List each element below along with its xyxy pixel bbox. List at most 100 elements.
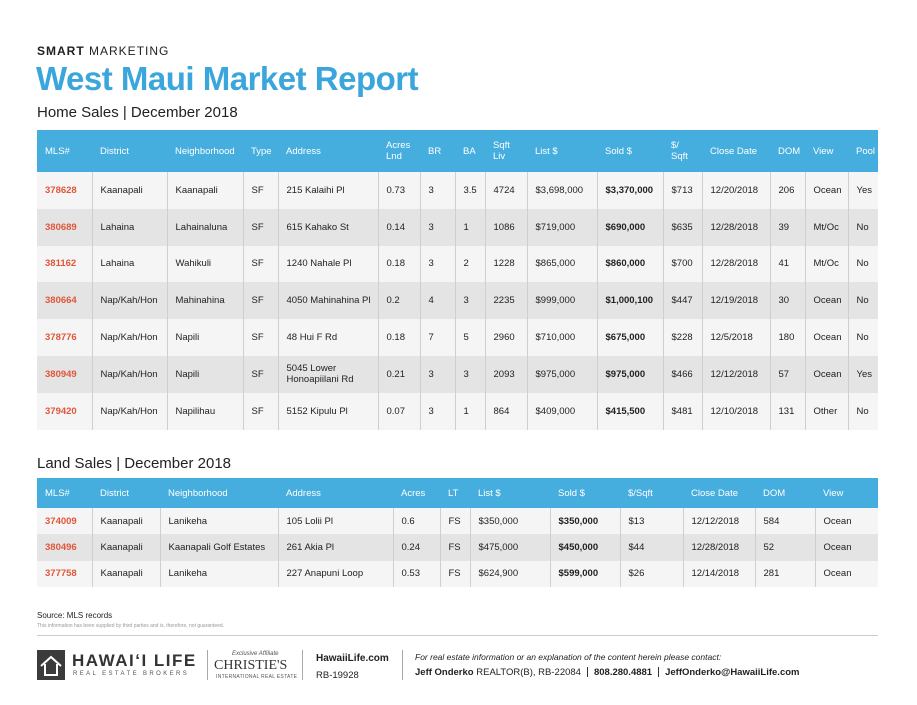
row: 378628 Kaanapali Kaanapali SF 215 Kalaihi Pl… xyxy=(37,172,878,209)
cell: 180 xyxy=(769,319,805,356)
brand-sub: REAL ESTATE BROKERS xyxy=(73,671,190,677)
cell: 12/10/2018 xyxy=(701,392,770,430)
cell: 3 xyxy=(419,208,455,246)
cell: 4 xyxy=(419,282,455,320)
cell: 41 xyxy=(769,245,805,283)
email: JeffOnderko@HawaiiLife.com xyxy=(665,667,800,678)
cell: 864 xyxy=(484,392,527,430)
cell: 12/28/2018 xyxy=(701,208,770,246)
row: 378776 Nap/Kah/Hon Napili SF 48 Hui F Rd 0.18… xyxy=(37,319,878,356)
cell: $1,000,100 xyxy=(596,282,663,320)
cell: 379420 xyxy=(37,392,92,430)
column-header: DOM xyxy=(755,478,815,508)
cell: $719,000 xyxy=(526,208,597,246)
cell: 1 xyxy=(454,392,485,430)
column-header: Address xyxy=(278,130,378,172)
cell: 30 xyxy=(769,282,805,320)
cell: 39 xyxy=(769,208,805,246)
cell: SF xyxy=(242,172,278,209)
cell: 3 xyxy=(454,282,485,320)
column-header: Type xyxy=(243,130,278,172)
cell: Ocean xyxy=(814,508,878,535)
cell: SF xyxy=(242,355,278,393)
cell: 12/12/2018 xyxy=(701,355,770,393)
cell: $713 xyxy=(662,172,702,209)
header-row: MLS# District Neighborhood Address Acres LT Li… xyxy=(37,478,878,508)
cell: SF xyxy=(242,392,278,430)
cell: 4050 Mahinahina Pl xyxy=(277,282,378,320)
cell: 3 xyxy=(454,355,485,393)
cell: Ocean xyxy=(814,560,878,587)
row: 380949 Nap/Kah/Hon Napili SF 5045 Lower Hono… xyxy=(37,355,878,393)
column-header: Close Date xyxy=(683,478,755,508)
column-header: Address xyxy=(278,478,393,508)
cell: $975,000 xyxy=(596,355,663,393)
cell: $44 xyxy=(619,534,683,561)
logo-icon xyxy=(37,650,65,680)
cell: $700 xyxy=(662,245,702,283)
row: 379420 Nap/Kah/Hon Napilihau SF 5152 Kipulu … xyxy=(37,392,878,430)
column-header: BR xyxy=(420,130,455,172)
cell: $599,000 xyxy=(549,560,620,587)
land-table: MLS# District Neighborhood Address Acres LT Li… xyxy=(37,478,878,587)
disclaimer: This information has been supplied by th… xyxy=(37,623,225,629)
cell: 380689 xyxy=(37,208,92,246)
cell: $228 xyxy=(662,319,702,356)
column-header: View xyxy=(815,478,878,508)
christies: CHRISTIE'S xyxy=(214,658,288,673)
cell: 0.18 xyxy=(377,245,420,283)
row: 381162 Lahaina Wahikuli SF 1240 Nahale Pl 0.1… xyxy=(37,245,878,283)
cell: 1240 Nahale Pl xyxy=(277,245,378,283)
cell: 0.6 xyxy=(392,508,440,535)
column-header: Close Date xyxy=(702,130,770,172)
cell: SF xyxy=(242,245,278,283)
cell: Nap/Kah/Hon xyxy=(91,282,167,320)
cell: 1228 xyxy=(484,245,527,283)
kicker-text: MARKETING xyxy=(89,44,170,58)
column-header: District xyxy=(92,130,167,172)
cell: 2 xyxy=(454,245,485,283)
sep xyxy=(586,667,588,678)
cell: Ocean xyxy=(814,534,878,561)
cell: 131 xyxy=(769,392,805,430)
cell: Lahaina xyxy=(91,245,167,283)
row: 380689 Lahaina Lahainaluna SF 615 Kahako St 0… xyxy=(37,208,878,246)
cell: $865,000 xyxy=(526,245,597,283)
sep xyxy=(658,667,660,678)
home-heading: Home Sales | December 2018 xyxy=(37,104,238,121)
column-header: Sold $ xyxy=(550,478,620,508)
column-header: Sold $ xyxy=(597,130,663,172)
column-header: Acres xyxy=(393,478,440,508)
cell: 615 Kahako St xyxy=(277,208,378,246)
cell: $475,000 xyxy=(469,534,550,561)
cell: 12/14/2018 xyxy=(682,560,755,587)
cell: Napilihau xyxy=(166,392,243,430)
cell: 5152 Kipulu Pl xyxy=(277,392,378,430)
phone: 808.280.4881 xyxy=(593,667,653,678)
cell: No xyxy=(847,319,878,356)
cell: FS xyxy=(439,560,470,587)
cell: Ocean xyxy=(804,319,848,356)
cell: 48 Hui F Rd xyxy=(277,319,378,356)
cell: $3,370,000 xyxy=(596,172,663,209)
column-header: District xyxy=(92,478,160,508)
cell: Napili xyxy=(166,319,243,356)
cell: 378628 xyxy=(37,172,92,209)
cell: Lahainaluna xyxy=(166,208,243,246)
cell: 380496 xyxy=(37,534,92,561)
cell: 7 xyxy=(419,319,455,356)
cell: 3 xyxy=(419,172,455,209)
title: West Maui Market Report xyxy=(36,60,419,97)
cell: 3.5 xyxy=(454,172,485,209)
divider xyxy=(402,650,403,680)
cell: 2235 xyxy=(484,282,527,320)
cell: $350,000 xyxy=(469,508,550,535)
cell: Kaanapali xyxy=(166,172,243,209)
cell: Lahaina xyxy=(91,208,167,246)
cell: 381162 xyxy=(37,245,92,283)
cell: $409,000 xyxy=(526,392,597,430)
column-header: $/Sqft xyxy=(620,478,683,508)
cell: 377758 xyxy=(37,560,92,587)
cell: $690,000 xyxy=(596,208,663,246)
